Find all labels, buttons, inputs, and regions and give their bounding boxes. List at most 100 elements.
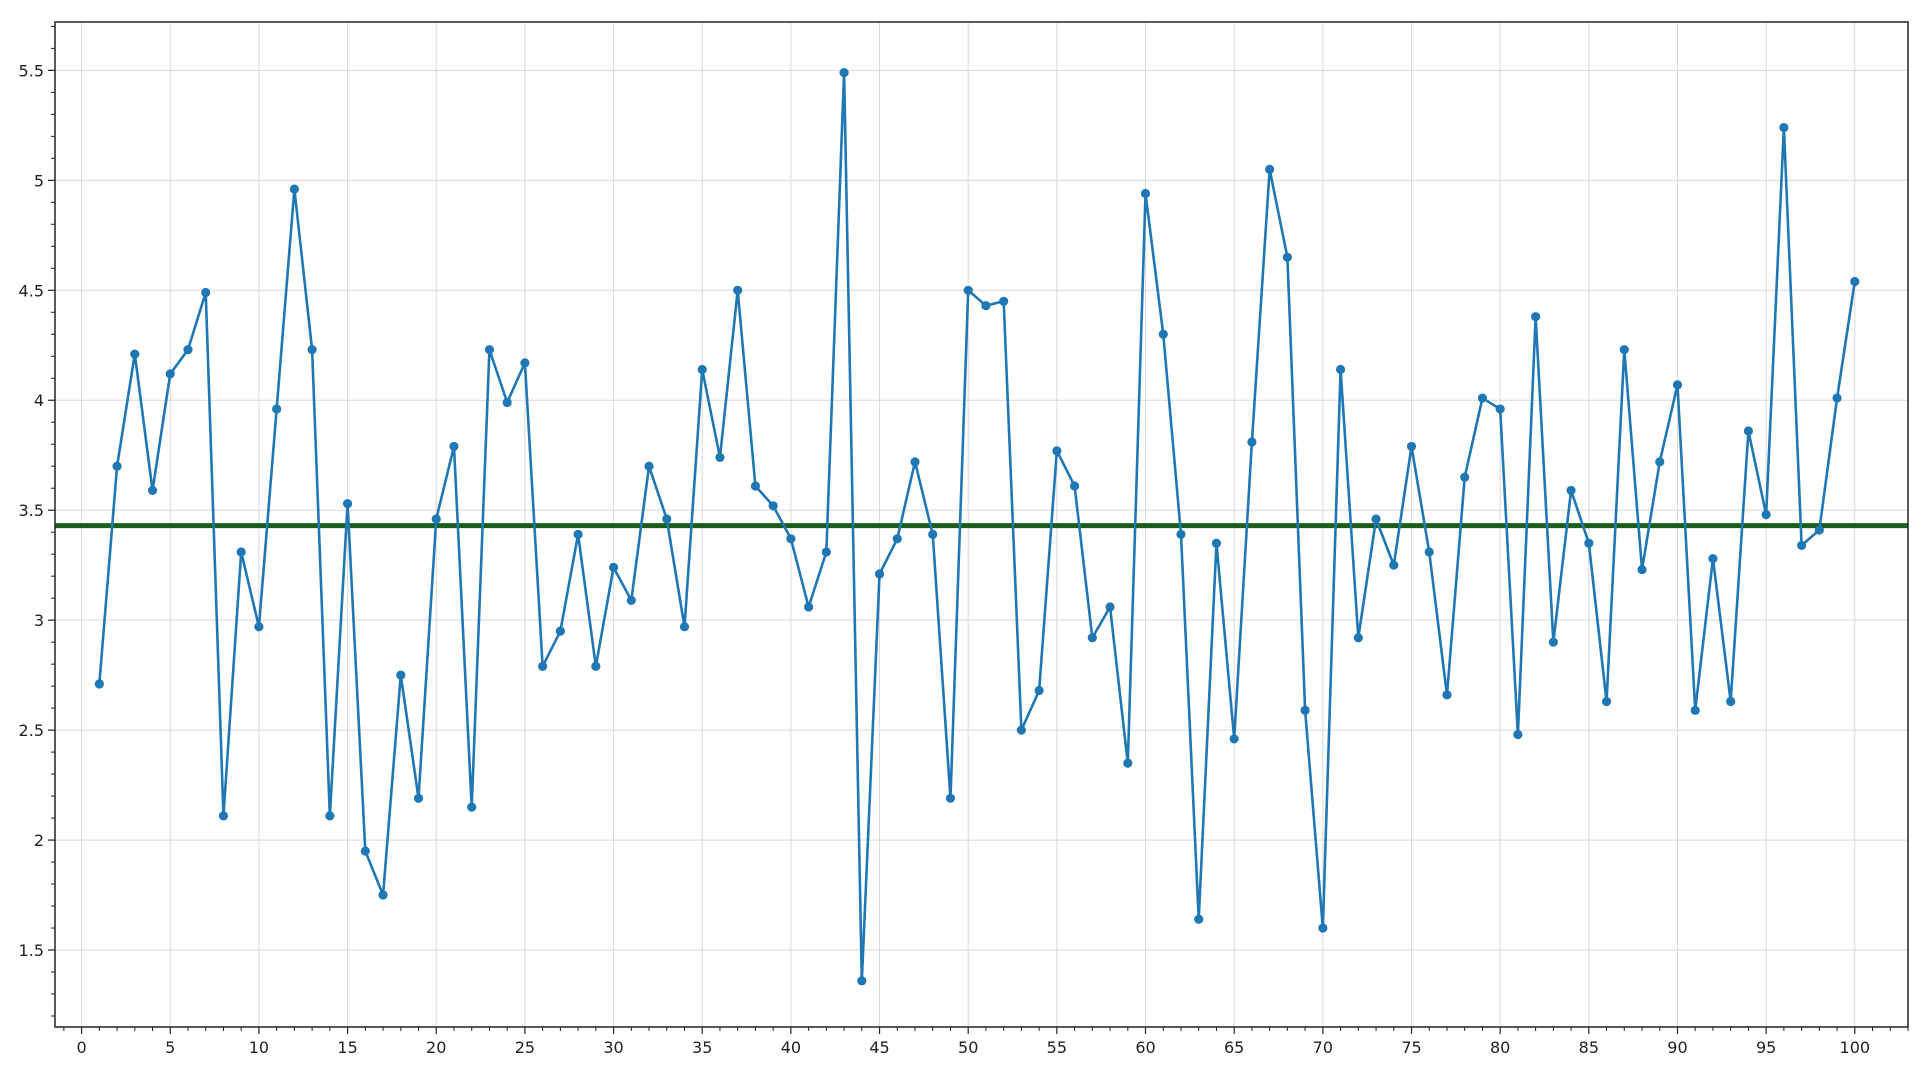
data-point [502, 397, 512, 408]
data-point [768, 501, 778, 511]
data-point [839, 67, 849, 78]
data-point [1265, 164, 1275, 174]
x-tick-label: 5 [165, 1038, 175, 1057]
data-point [573, 529, 583, 539]
data-point [1832, 393, 1842, 403]
data-point [1335, 364, 1346, 375]
data-point [1034, 685, 1044, 696]
data-point [431, 514, 441, 524]
data-point [165, 369, 175, 379]
data-point [1087, 633, 1097, 643]
x-tick-label: 55 [1047, 1038, 1067, 1057]
x-tick-label: 60 [1135, 1038, 1155, 1057]
y-tick-label: 3 [34, 611, 44, 630]
data-point [1655, 457, 1665, 467]
x-tick-label: 65 [1224, 1038, 1244, 1057]
data-point [1176, 529, 1186, 539]
data-point [272, 404, 282, 414]
axes: 0 5 10 15 20 25 30 35 40 45 50 55 60 65 70 75 80 85 90 95 10… [19, 25, 1909, 1057]
data-point [1282, 252, 1292, 262]
data-point [874, 569, 885, 579]
x-tick-label: 30 [603, 1038, 623, 1057]
data-point [786, 534, 796, 544]
y-tick-label: 2 [34, 831, 44, 850]
data-point [1016, 725, 1026, 735]
data-point [626, 595, 636, 605]
data-point [1318, 923, 1328, 933]
y-tick-label: 4 [34, 391, 44, 410]
x-tick-label: 0 [77, 1038, 87, 1057]
series-line [98, 71, 1857, 983]
data-point [715, 452, 725, 463]
data-point [307, 345, 317, 355]
data-point [1460, 472, 1470, 482]
x-tick-label: 70 [1313, 1038, 1333, 1057]
plot-area-frame [54, 21, 1909, 1028]
data-point [130, 349, 140, 359]
data-point [608, 562, 619, 572]
data-point [857, 976, 867, 986]
y-tick-label: 5 [34, 171, 44, 190]
data-point [821, 547, 831, 557]
data-point [555, 626, 565, 636]
data-point [1424, 547, 1434, 557]
x-tick-label: 45 [869, 1038, 889, 1057]
y-tick-label: 3.5 [19, 501, 44, 520]
data-point [1194, 914, 1204, 924]
data-point [449, 441, 459, 452]
data-point [1761, 510, 1771, 520]
data-point [1158, 329, 1168, 339]
y-tick-label: 5.5 [19, 61, 44, 80]
data-point [538, 661, 548, 671]
data-point [981, 301, 991, 311]
y-tick-label: 4.5 [19, 281, 44, 300]
data-point [662, 514, 672, 524]
data-point [1548, 637, 1558, 647]
data-point [201, 287, 211, 298]
data-point [1531, 312, 1541, 322]
data-point [644, 461, 654, 471]
data-point [342, 499, 353, 509]
data-point [750, 481, 761, 491]
data-point [484, 345, 495, 355]
data-point [1779, 122, 1789, 133]
data-point [1477, 393, 1488, 403]
data-point [218, 811, 229, 821]
data-point [1637, 564, 1647, 575]
x-tick-label: 50 [958, 1038, 978, 1057]
data-point [1105, 602, 1115, 612]
data-point [396, 670, 406, 680]
data-point [963, 285, 973, 295]
x-tick-label: 85 [1579, 1038, 1599, 1057]
data-point [94, 679, 104, 689]
data-point [1069, 481, 1080, 491]
data-point [892, 534, 902, 544]
data-point [1371, 514, 1381, 524]
data-point [1495, 404, 1505, 414]
data-point [378, 890, 388, 900]
data-point [1389, 560, 1399, 570]
data-point [1797, 540, 1807, 550]
data-point [1211, 538, 1222, 548]
data-point [1584, 538, 1594, 548]
data-point [1123, 758, 1133, 768]
data-point [910, 457, 920, 467]
x-tick-label: 35 [692, 1038, 712, 1057]
data-point [413, 793, 424, 803]
y-tick-label: 2.5 [19, 721, 44, 740]
data-point [733, 285, 743, 295]
x-tick-label: 75 [1401, 1038, 1421, 1057]
data-point [325, 811, 335, 821]
data-point [1513, 729, 1523, 740]
data-point [804, 602, 814, 612]
x-tick-label: 95 [1756, 1038, 1776, 1057]
x-tick-label: 10 [249, 1038, 269, 1057]
y-tick-label: 1.5 [19, 941, 44, 960]
data-point [112, 461, 122, 471]
data-point [1229, 734, 1239, 744]
series-layer [94, 67, 1860, 986]
data-point [1442, 690, 1452, 700]
data-point [999, 296, 1009, 306]
